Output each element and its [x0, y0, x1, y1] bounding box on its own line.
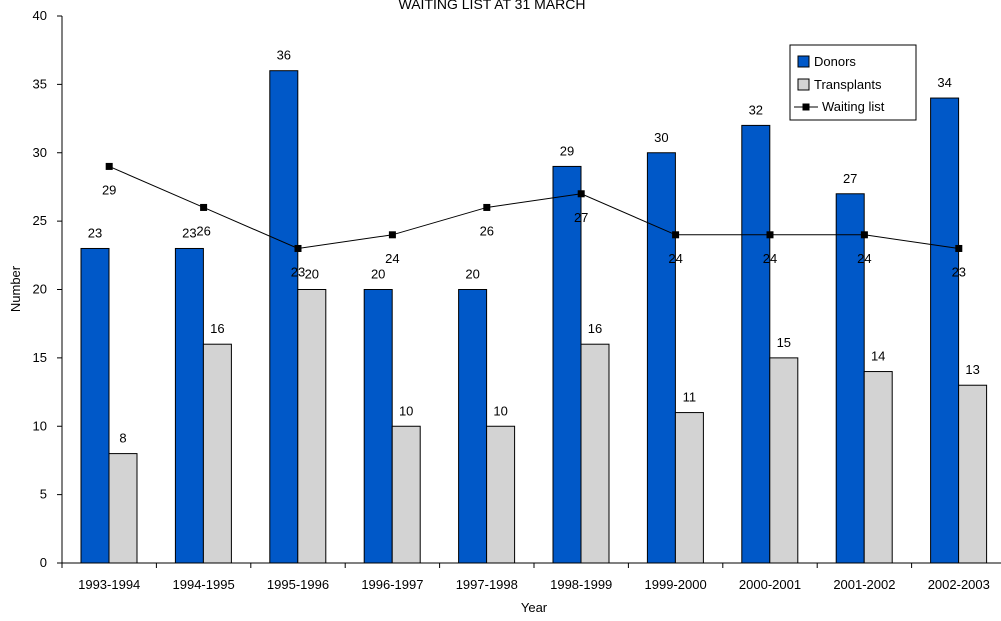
- donors-bar: [930, 97, 960, 564]
- waiting-list-marker: [200, 203, 208, 211]
- waiting-list-marker: [388, 231, 396, 239]
- donors-data-label: 36: [277, 48, 291, 63]
- donors-data-label: 23: [88, 225, 102, 240]
- legend: Donors Transplants Waiting list: [789, 44, 917, 121]
- transplants-data-label: 16: [588, 321, 602, 336]
- donors-bar: [552, 165, 582, 564]
- x-tick-label: 2002-2003: [928, 577, 990, 592]
- transplants-data-label: 16: [210, 321, 224, 336]
- transplants-data-label: 20: [305, 267, 319, 282]
- y-tick-label: 5: [40, 487, 47, 502]
- transplants-bar: [297, 289, 327, 564]
- donors-data-label: 30: [654, 130, 668, 145]
- x-tick-label: 1993-1994: [78, 577, 140, 592]
- transplants-data-label: 14: [871, 349, 885, 364]
- transplants-data-label: 13: [965, 362, 979, 377]
- donors-data-label: 29: [560, 143, 574, 158]
- transplants-data-label: 15: [777, 335, 791, 350]
- waiting-list-marker: [105, 162, 113, 170]
- chart-title: WAITING LIST AT 31 MARCH: [399, 0, 586, 12]
- donors-bar: [269, 70, 299, 564]
- waiting-list-data-label: 26: [196, 223, 210, 238]
- waiting-list-data-label: 23: [952, 264, 966, 279]
- waiting-list-marker: [577, 190, 585, 198]
- x-tick-label: 1994-1995: [173, 577, 235, 592]
- donors-data-label: 27: [843, 171, 857, 186]
- y-tick-label: 15: [33, 350, 47, 365]
- donors-bar: [80, 247, 110, 564]
- donors-bar: [741, 124, 771, 564]
- donors-data-label: 23: [182, 225, 196, 240]
- transplants-bar: [391, 425, 421, 564]
- transplants-bar: [108, 453, 138, 564]
- donors-bar: [174, 247, 204, 564]
- waiting-list-marker: [766, 231, 774, 239]
- transplants-bar: [769, 357, 799, 564]
- transplants-data-label: 11: [683, 390, 697, 405]
- x-tick-label: 1998-1999: [550, 577, 612, 592]
- legend-swatch-waiting-list-marker: [802, 103, 810, 111]
- donors-bar: [646, 152, 676, 564]
- donors-data-label: 34: [937, 75, 951, 90]
- legend-label-waiting-list: Waiting list: [822, 99, 885, 114]
- waiting-list-marker: [294, 244, 302, 252]
- x-tick-label: 2001-2002: [833, 577, 895, 592]
- donors-bar: [835, 193, 865, 564]
- transplants-data-label: 8: [119, 431, 126, 446]
- transplants-bar: [202, 343, 232, 564]
- waiting-list-data-label: 27: [574, 210, 588, 225]
- y-axis-title: Number: [8, 265, 23, 312]
- waiting-list-data-label: 24: [385, 251, 399, 266]
- x-tick-label: 1996-1997: [361, 577, 423, 592]
- legend-swatch-donors: [797, 55, 810, 68]
- donors-data-label: 32: [749, 102, 763, 117]
- x-tick-label: 2000-2001: [739, 577, 801, 592]
- y-tick-label: 20: [33, 282, 47, 297]
- transplants-data-label: 10: [493, 403, 507, 418]
- y-tick-label: 35: [33, 76, 47, 91]
- legend-label-donors: Donors: [814, 54, 856, 69]
- waiting-list-marker: [955, 244, 963, 252]
- y-tick-label: 25: [33, 213, 47, 228]
- y-tick-label: 30: [33, 145, 47, 160]
- waiting-list-line: [109, 165, 959, 249]
- y-tick-label: 40: [33, 8, 47, 23]
- transplants-bar: [580, 343, 610, 564]
- waiting-list-marker: [672, 231, 680, 239]
- waiting-list-data-label: 24: [763, 251, 777, 266]
- x-tick-label: 1999-2000: [645, 577, 707, 592]
- x-axis-title: Year: [521, 600, 548, 615]
- transplants-bar: [486, 425, 516, 564]
- waiting-list-data-label: 26: [480, 223, 494, 238]
- donors-data-label: 20: [465, 267, 479, 282]
- legend-swatch-transplants: [797, 78, 810, 91]
- y-tick-label: 0: [40, 555, 47, 570]
- x-tick-label: 1995-1996: [267, 577, 329, 592]
- donors-bar: [458, 289, 488, 564]
- donors-data-label: 20: [371, 267, 385, 282]
- waiting-list-data-label: 29: [102, 182, 116, 197]
- waiting-list-data-label: 24: [857, 251, 871, 266]
- x-tick-label: 1997-1998: [456, 577, 518, 592]
- waiting-list-marker: [860, 231, 868, 239]
- waiting-list-data-label: 24: [668, 251, 682, 266]
- legend-label-transplants: Transplants: [814, 77, 882, 92]
- donors-bar: [363, 289, 393, 564]
- waiting-list-data-label: 23: [291, 264, 305, 279]
- waiting-list-marker: [483, 203, 491, 211]
- transplants-bar: [958, 384, 988, 564]
- plot-area: 0 5 10 15 20 25 30 35 40 1993-1994 1994-1995 1995-1…: [33, 8, 1001, 592]
- transplants-data-label: 10: [399, 403, 413, 418]
- y-tick-label: 10: [33, 418, 47, 433]
- transplants-bar: [863, 371, 893, 564]
- transplants-bar: [674, 412, 704, 564]
